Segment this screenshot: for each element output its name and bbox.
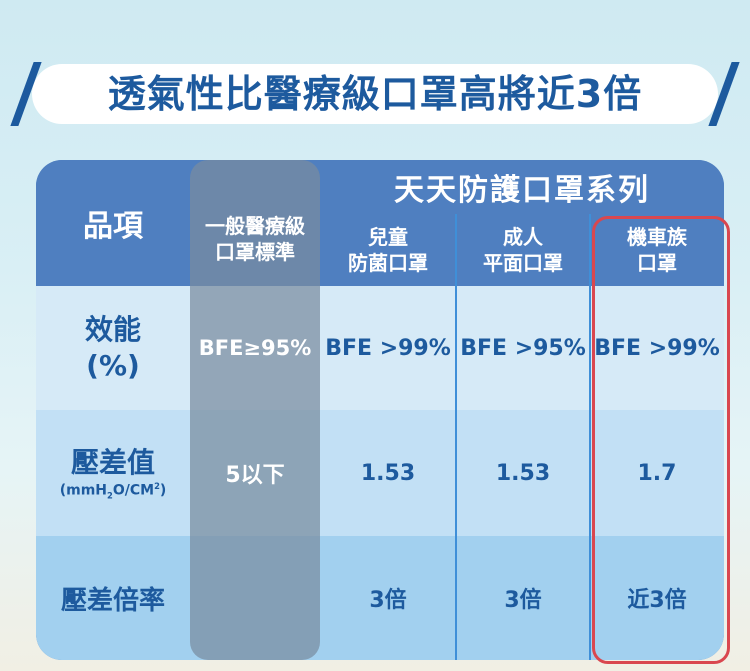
table-cell: 1.53 bbox=[360, 460, 416, 486]
table-cell bbox=[190, 536, 320, 660]
scooter-highlight-frame bbox=[592, 216, 730, 664]
column-header-line: 防菌口罩 bbox=[348, 251, 428, 275]
column-header-line: 一般醫療級 bbox=[205, 214, 305, 238]
table-cell: 3倍 bbox=[369, 588, 407, 613]
table-row: 效能 (%) BFE >99% BFE >95% BFE >99% bbox=[36, 286, 724, 410]
table-row: 壓差值 (mmH2O/CM2) 1.53 1.53 1.7 bbox=[36, 410, 724, 536]
table-cell: 1.53 bbox=[495, 460, 551, 486]
row-label-text: 壓差值 bbox=[70, 446, 155, 480]
row-label-unit: (%) bbox=[86, 349, 140, 382]
table-cell: BFE >99% bbox=[594, 335, 720, 361]
series-header: 天天防護口罩系列 bbox=[394, 173, 650, 208]
column-divider bbox=[589, 214, 591, 660]
table-cell: 5以下 bbox=[225, 463, 285, 488]
column-header-line: 平面口罩 bbox=[483, 251, 563, 275]
table-cell: 近3倍 bbox=[627, 588, 687, 613]
row-label-unit: (mmH2O/CM2) bbox=[59, 481, 167, 501]
table-cell: BFE≥95% bbox=[198, 336, 312, 360]
table-cell: BFE >99% bbox=[325, 335, 451, 361]
page-title: 透氣性比醫療級口罩高將近3倍 bbox=[107, 72, 643, 116]
table-header-row: 品項 天天防護口罩系列 兒童 防菌口罩 成人 平面口罩 機車族 口罩 bbox=[36, 160, 724, 286]
row-label-efficiency: 效能 (%) bbox=[36, 286, 190, 410]
comparison-table: 品項 天天防護口罩系列 兒童 防菌口罩 成人 平面口罩 機車族 口罩 效能 (%… bbox=[36, 160, 724, 660]
row-label-ratio: 壓差倍率 bbox=[60, 585, 165, 616]
table-cell: 3倍 bbox=[504, 588, 542, 613]
column-header-adult: 成人 平面口罩 bbox=[456, 214, 590, 286]
column-header-kids: 兒童 防菌口罩 bbox=[320, 214, 456, 286]
row-label-pressure: 壓差值 (mmH2O/CM2) bbox=[36, 410, 190, 536]
table-cell: BFE >95% bbox=[460, 335, 586, 361]
column-header-scooter: 機車族 口罩 bbox=[590, 214, 724, 286]
column-header-line: 兒童 bbox=[368, 225, 408, 249]
title-banner: 透氣性比醫療級口罩高將近3倍 bbox=[10, 58, 740, 132]
title-pill bbox=[32, 64, 718, 124]
row-label-text: 效能 bbox=[84, 313, 141, 346]
item-header: 品項 bbox=[83, 209, 143, 244]
column-header-line: 口罩標準 bbox=[215, 240, 295, 264]
table-row: 壓差倍率 3倍 3倍 近3倍 bbox=[36, 536, 724, 660]
column-header-line: 成人 bbox=[503, 225, 543, 249]
column-header-line: 口罩 bbox=[637, 251, 677, 275]
column-header-line: 機車族 bbox=[627, 225, 687, 249]
column-divider bbox=[455, 214, 457, 660]
column-header-medical: 一般醫療級 口罩標準 bbox=[190, 204, 320, 274]
table-cell: 1.7 bbox=[637, 460, 677, 486]
medical-standard-column: 一般醫療級 口罩標準 BFE≥95% 5以下 bbox=[190, 160, 320, 660]
